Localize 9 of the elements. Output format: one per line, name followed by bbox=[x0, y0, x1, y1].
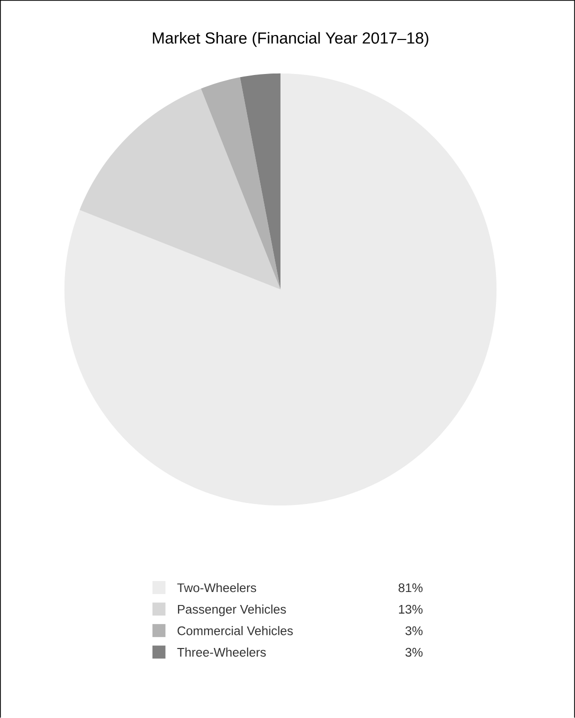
data-label: 3% bbox=[405, 648, 423, 657]
data-label: 81% bbox=[398, 583, 423, 592]
legend-label: Commercial Vehicles bbox=[178, 626, 293, 636]
chart-title: Market Share (Financial Year 2017–18) bbox=[152, 32, 428, 47]
data-label: 3% bbox=[405, 626, 423, 636]
legend-label: Two-Wheelers bbox=[177, 583, 256, 592]
legend-label: Passenger Vehicles bbox=[178, 604, 286, 616]
data-label: 13% bbox=[399, 604, 423, 614]
legend-label: Three-Wheelers bbox=[177, 648, 266, 657]
